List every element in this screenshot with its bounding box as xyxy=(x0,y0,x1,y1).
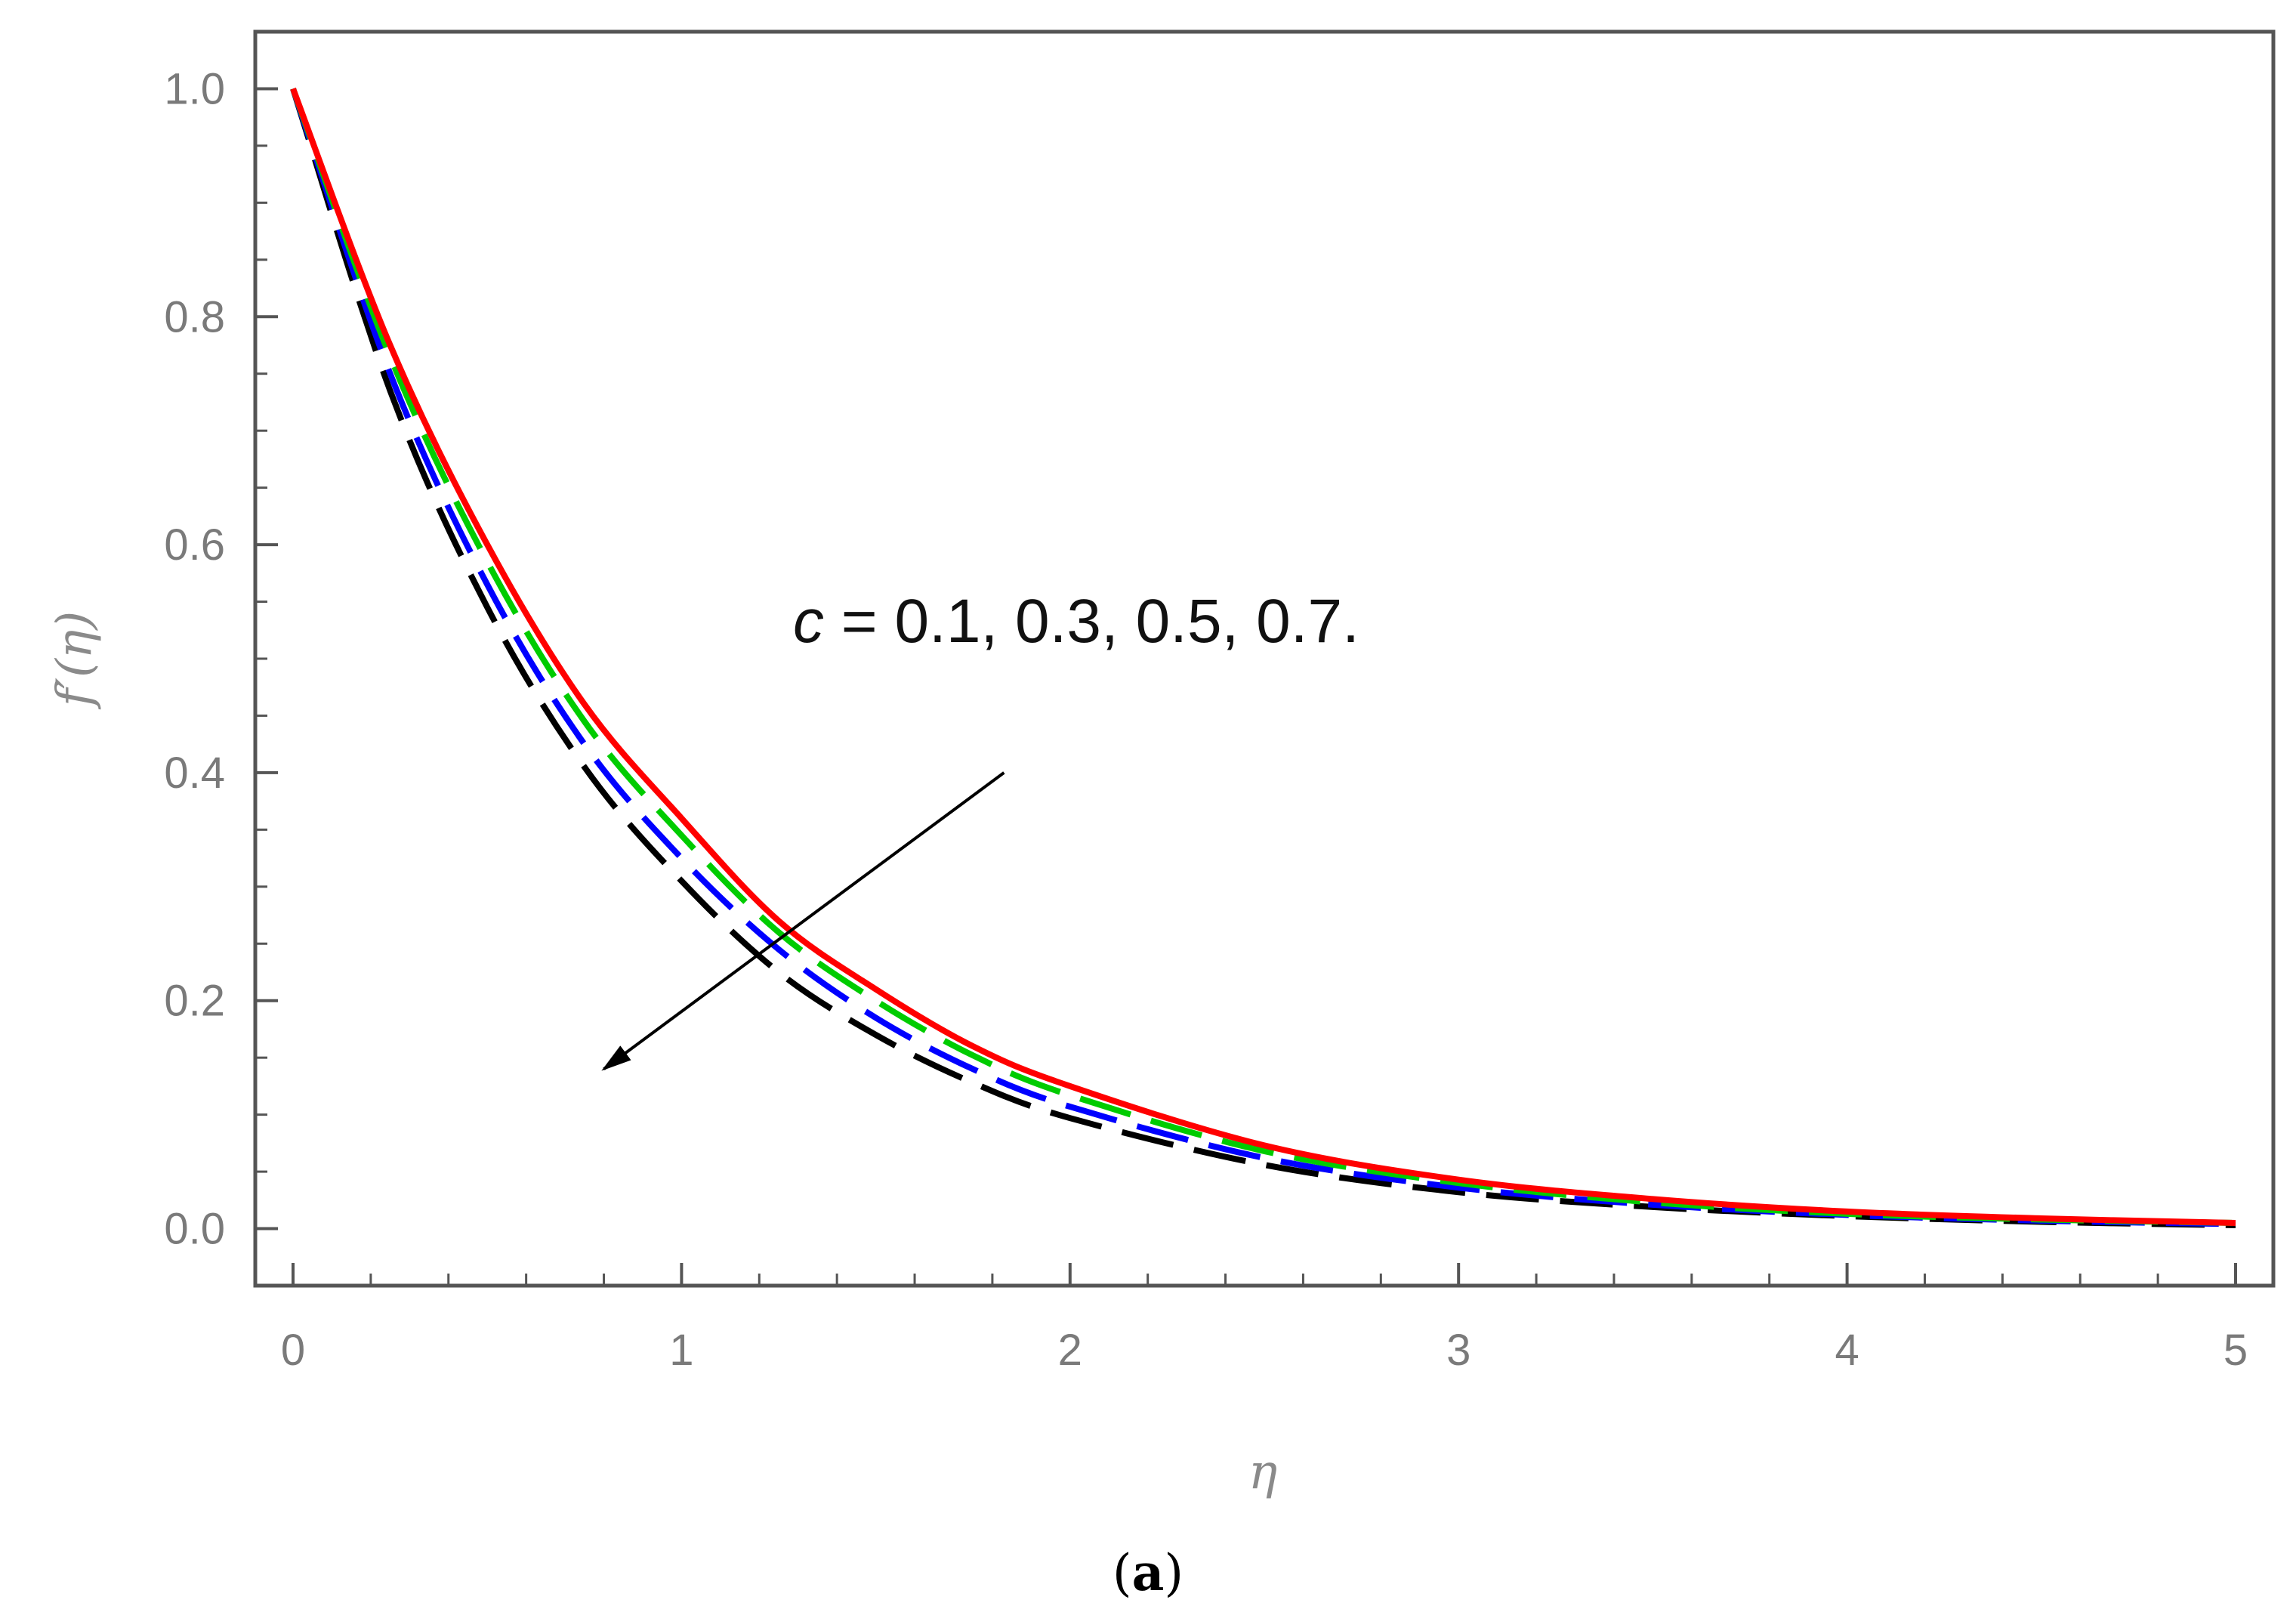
annotation-variable: c xyxy=(793,587,824,656)
x-tick-label: 1 xyxy=(669,1326,693,1375)
x-axis-ticks: 0 1 2 3 4 5 xyxy=(281,1263,2248,1375)
figure-caption: (a) xyxy=(1113,1543,1183,1602)
series-layer xyxy=(290,88,2236,1229)
y-axis-ticks: 0.0 0.2 0.4 0.6 0.8 1.0 xyxy=(164,64,278,1254)
x-tick-label: 0 xyxy=(281,1326,305,1375)
plot-frame xyxy=(253,29,2276,1288)
x-axis-label: η xyxy=(1248,1444,1277,1500)
caption-close: ) xyxy=(1164,1544,1183,1602)
y-tick-label: 1.0 xyxy=(164,64,225,113)
y-axis-label: f′(η) xyxy=(47,611,103,710)
caption-letter: a xyxy=(1132,1543,1165,1602)
annotation-values: = 0.1, 0.3, 0.5, 0.7. xyxy=(824,587,1359,656)
caption-open: ( xyxy=(1113,1544,1132,1602)
series-line-1 xyxy=(290,88,2236,1226)
annotation-text: c = 0.1, 0.3, 0.5, 0.7. xyxy=(793,587,1359,656)
x-tick-label: 4 xyxy=(1835,1326,1859,1375)
y-tick-label: 0.6 xyxy=(164,520,225,570)
x-tick-label: 3 xyxy=(1446,1326,1470,1375)
x-tick-label: 5 xyxy=(2223,1326,2248,1375)
y-tick-label: 0.2 xyxy=(164,977,225,1026)
y-tick-label: 0.8 xyxy=(164,292,225,341)
x-tick-label: 2 xyxy=(1058,1326,1082,1375)
annotation-arrow xyxy=(601,771,1005,1071)
y-tick-label: 0.4 xyxy=(164,749,225,798)
y-tick-label: 0.0 xyxy=(164,1205,225,1254)
